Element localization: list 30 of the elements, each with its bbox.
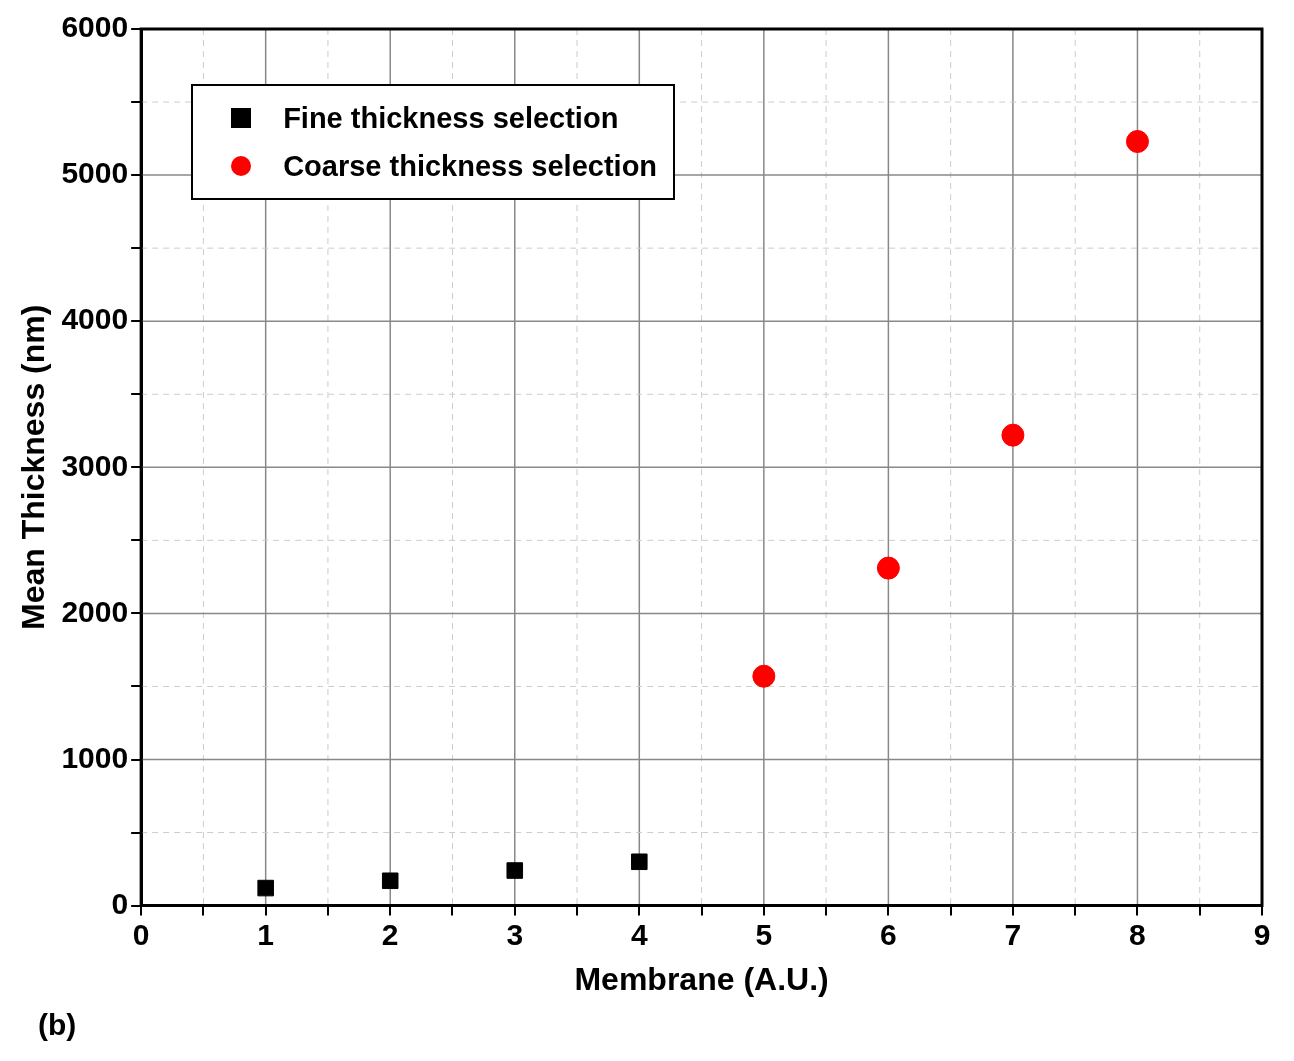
y-tick-label: 0 [111, 886, 129, 920]
x-tick-label: 9 [1253, 917, 1271, 951]
x-tick-label: 7 [1004, 917, 1022, 951]
point [752, 664, 776, 688]
x-tick-label: 4 [630, 917, 648, 951]
y-tick-label: 1000 [61, 740, 129, 774]
x-tick-label: 1 [257, 917, 275, 951]
text: (b) [38, 1008, 77, 1042]
x-tick-label: 5 [755, 917, 773, 951]
point [1001, 423, 1025, 447]
point [876, 556, 900, 580]
x-tick-label: 3 [506, 917, 524, 951]
x-tick-label: 0 [132, 917, 150, 951]
point [381, 872, 399, 890]
point [1125, 130, 1149, 153]
y-tick-label: 4000 [61, 302, 129, 336]
y-tick-label: 6000 [61, 10, 129, 44]
point [506, 862, 524, 879]
y-tick-label: 3000 [61, 448, 129, 482]
x-tick-label: 6 [880, 917, 897, 951]
x-tick-label: 8 [1129, 917, 1146, 951]
y-tick-label: 5000 [61, 156, 129, 190]
y-axis-title: Mean Thickness (nm) [15, 304, 52, 630]
x-tick-label: 2 [381, 917, 399, 951]
legend-label: Coarse thickness selection [283, 149, 658, 183]
y-tick-label: 2000 [61, 594, 129, 628]
legend-label: Fine thickness selection [283, 101, 619, 135]
point [631, 853, 648, 871]
x-axis-title: Membrane (A.U.) [574, 960, 829, 997]
point [257, 879, 274, 897]
